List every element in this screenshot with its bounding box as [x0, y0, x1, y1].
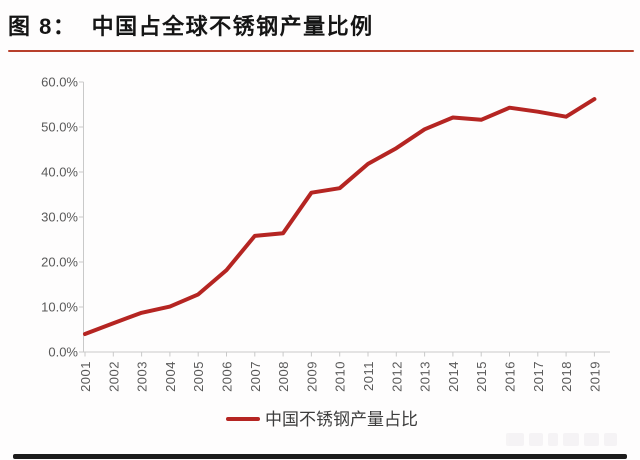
- x-axis-tick-label: 2011: [361, 361, 376, 391]
- bottom-bar: [13, 454, 627, 459]
- x-axis-tick-label: 2016: [503, 361, 518, 392]
- x-axis-tick-label: 2018: [559, 361, 574, 392]
- data-line: [83, 97, 597, 336]
- x-axis-tick-label: 2015: [474, 361, 489, 392]
- y-axis-tick-label: 60.0%: [41, 75, 78, 90]
- y-axis-tick-label: 40.0%: [41, 165, 78, 180]
- legend-label: 中国不锈钢产量占比: [265, 410, 418, 429]
- x-axis-tick-label: 2005: [191, 361, 206, 392]
- x-axis-tick-label: 2012: [389, 361, 404, 392]
- x-axis-tick-label: 2010: [333, 361, 348, 392]
- x-axis-tick-label: 2009: [304, 361, 319, 392]
- x-axis-tick-label: 2007: [248, 361, 263, 392]
- title-underline: [8, 50, 634, 52]
- x-axis-tick-label: 2002: [106, 361, 121, 392]
- chart: 0.0%10.0%20.0%30.0%40.0%50.0%60.0% 2001 2…: [41, 75, 610, 429]
- y-axis-tick-label: 30.0%: [41, 210, 78, 225]
- x-axis-tick-label: 2017: [531, 361, 546, 392]
- y-axis-tick-label: 10.0%: [41, 300, 78, 315]
- watermark: [506, 431, 628, 448]
- legend: 中国不锈钢产量占比: [226, 410, 418, 429]
- y-axis-tick-label: 50.0%: [41, 120, 78, 135]
- x-axis-tick-label: 2019: [587, 361, 602, 392]
- x-axis-tick-label: 2004: [163, 361, 178, 392]
- x-axis-tick-label: 2001: [78, 361, 93, 392]
- y-axis-tick-label: 0.0%: [48, 345, 78, 360]
- y-axis: 0.0% 10.0% 20.0% 30.0% 40.0% 50.0% 60.0%: [41, 75, 84, 360]
- x-axis-tick-label: 2014: [446, 361, 461, 392]
- y-axis-tick-label: 20.0%: [41, 255, 78, 270]
- page-title: 图 8： 中国占全球不锈钢产量比例: [8, 14, 374, 39]
- x-axis-tick-label: 2003: [135, 361, 150, 392]
- x-axis-tick-label: 2008: [276, 361, 291, 392]
- x-axis-tick-label: 2006: [220, 361, 235, 392]
- x-axis: 2001 2002 2003 2004 2005 2006 2007 2008 2009 2010…: [78, 352, 602, 392]
- x-axis-tick-label: 2013: [418, 361, 433, 392]
